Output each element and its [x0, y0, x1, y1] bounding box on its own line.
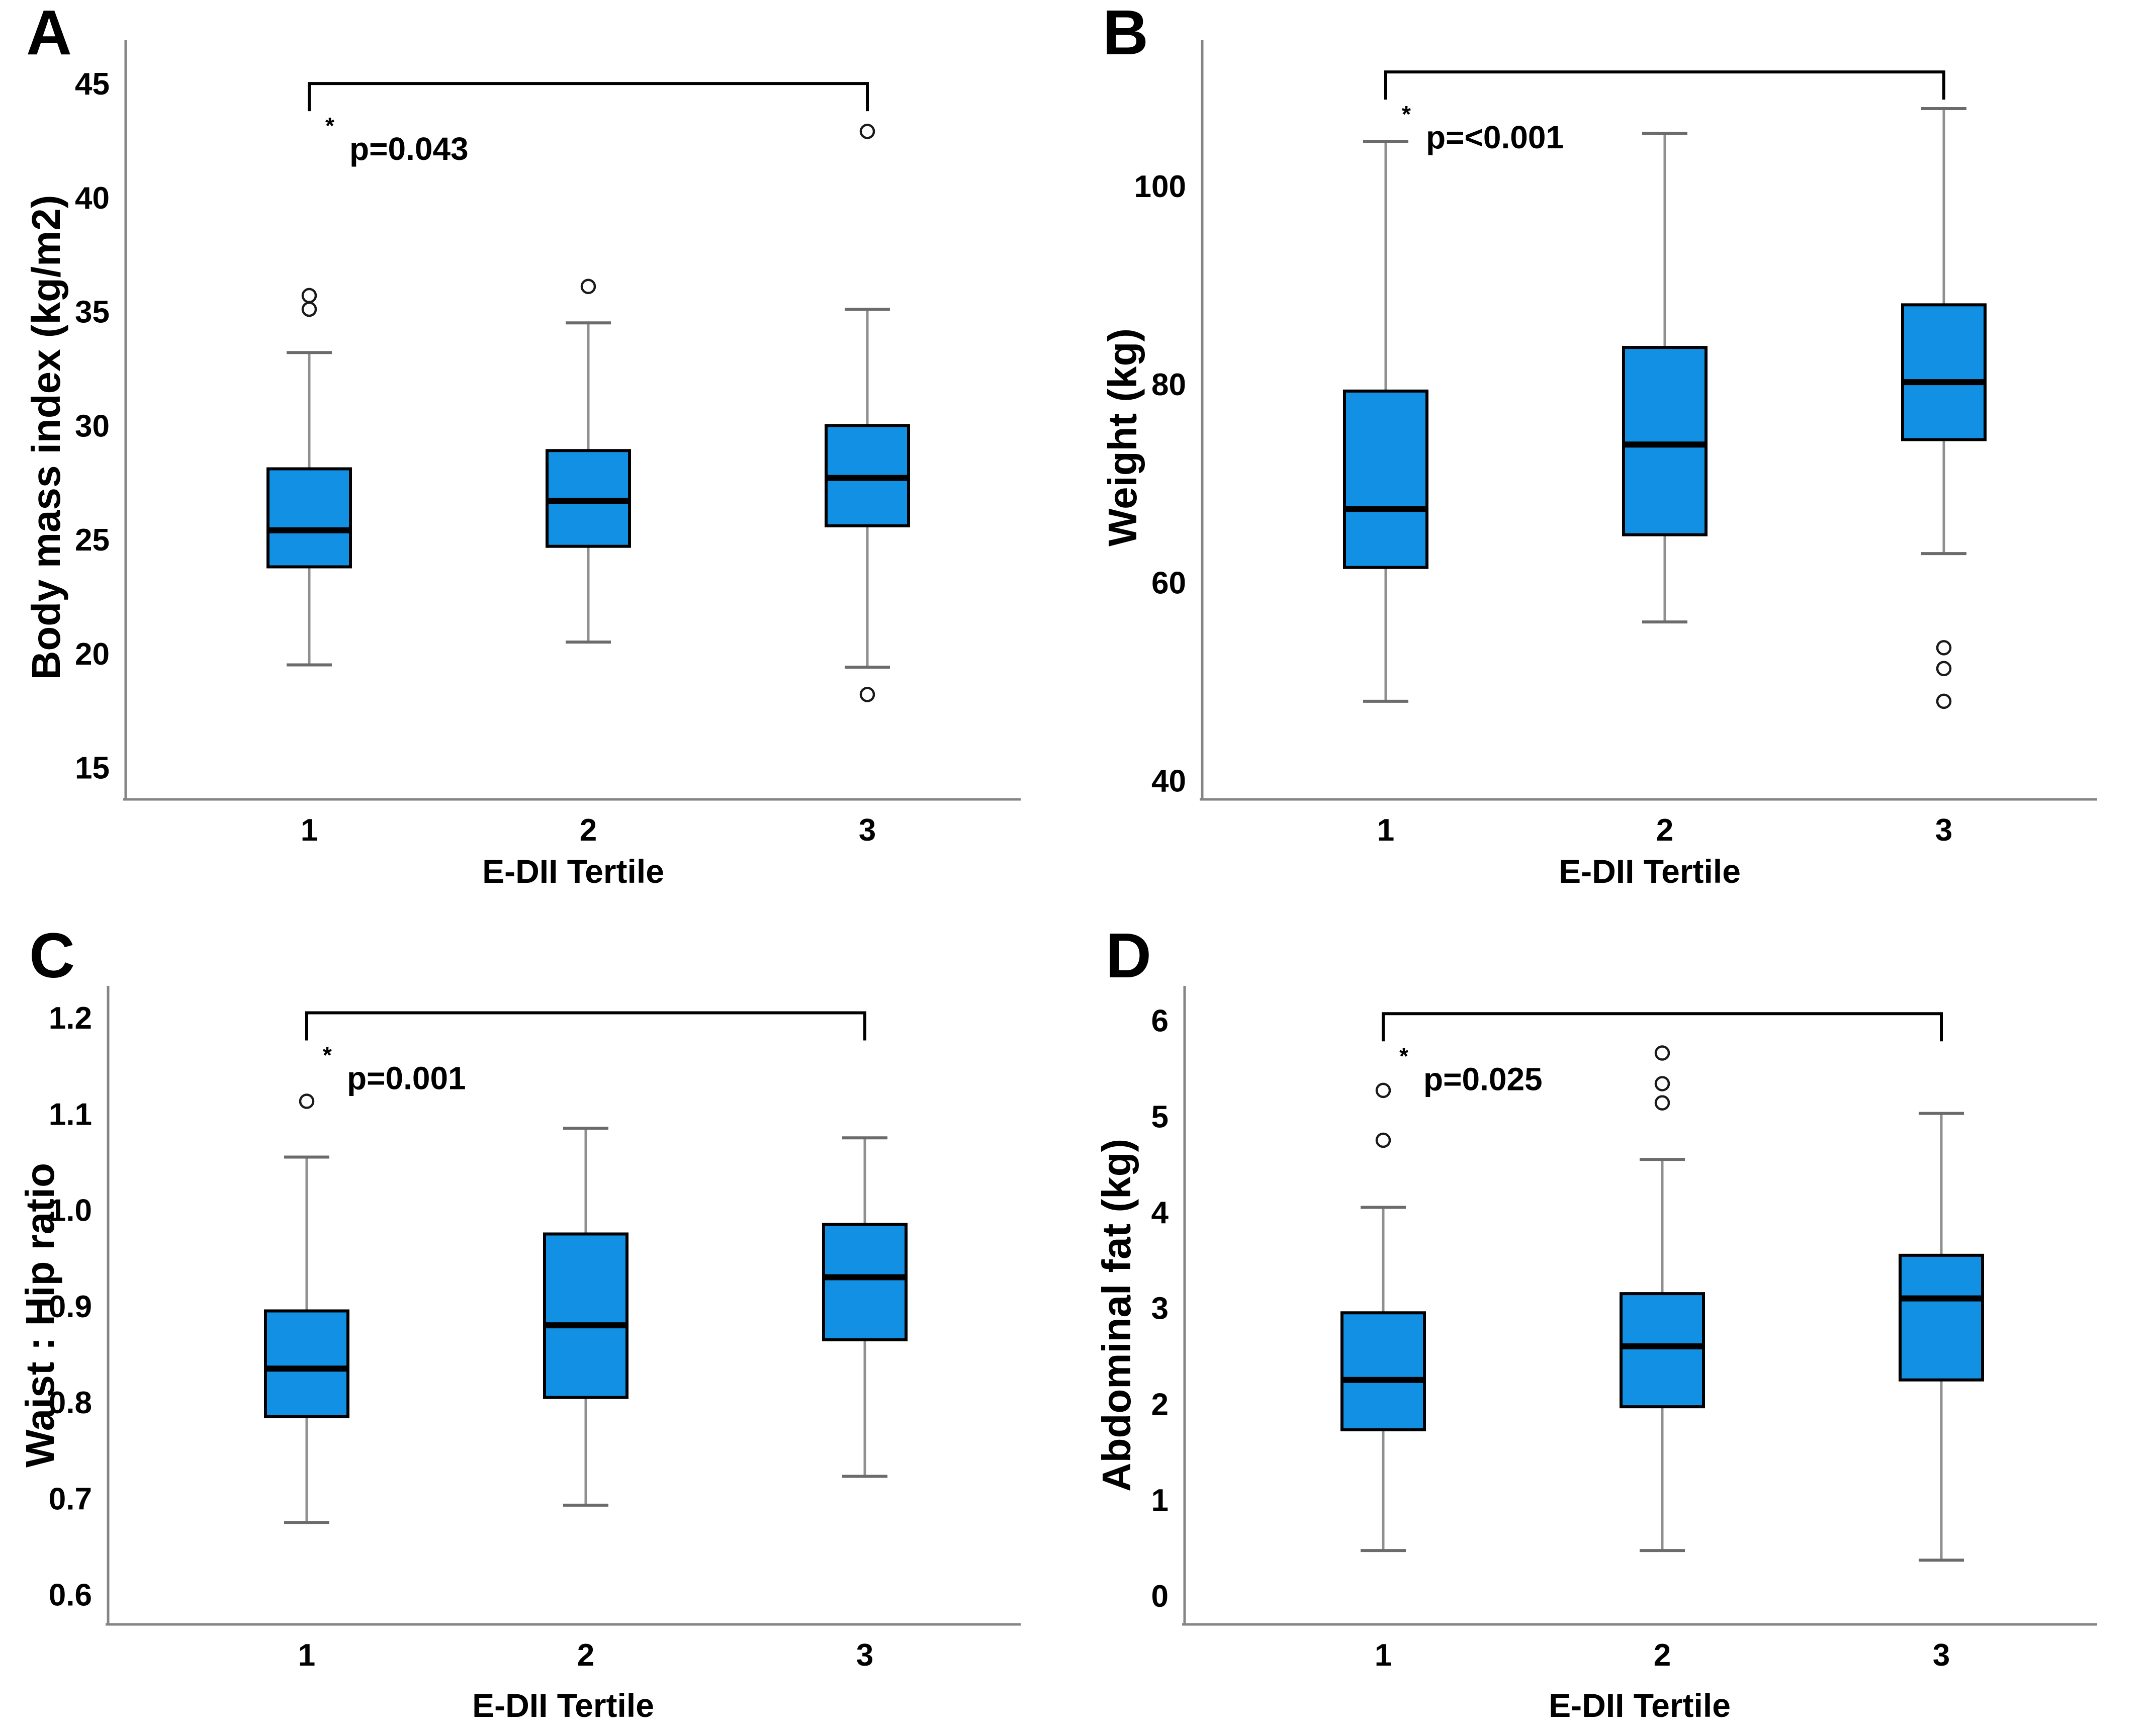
y-axis-title: Weight (kg): [1100, 328, 1145, 547]
outlier-point: [301, 288, 317, 304]
x-axis-title: E-DII Tertile: [482, 853, 664, 890]
boxplot-canvas-b: 40 60 80 100 1 2 3 * p=<0.001: [1134, 40, 2097, 848]
x-tick-label: 3: [859, 813, 876, 848]
y-tick-label: 0.7: [49, 1482, 92, 1516]
y-tick-label: 0.6: [49, 1578, 92, 1613]
significance-star: *: [325, 113, 334, 139]
outlier-point: [1936, 661, 1952, 677]
y-tick-label: 20: [75, 637, 110, 672]
x-tick-label: 1: [1377, 813, 1394, 848]
y-tick-label: 30: [75, 409, 110, 443]
x-tick-label: 2: [580, 813, 597, 848]
x-tick-label: 2: [1654, 1638, 1671, 1673]
x-tick-label: 1: [1375, 1638, 1392, 1673]
y-tick-label: 25: [75, 523, 110, 558]
outlier-point: [580, 279, 596, 294]
box-tertile-1: [1340, 1311, 1426, 1431]
significance-star: *: [1399, 1043, 1408, 1069]
significance-bracket: [308, 82, 869, 112]
x-tick-label: 2: [577, 1638, 594, 1673]
y-tick-label: 1.2: [49, 1001, 92, 1036]
box-tertile-2: [1620, 1292, 1705, 1409]
box-tertile-1: [264, 1309, 349, 1418]
y-axis-title: Body mass index (kg/m2): [24, 195, 68, 680]
box-tertile-2: [543, 1232, 629, 1399]
significance-bracket: [1382, 1012, 1943, 1042]
y-tick-label: 40: [75, 181, 110, 216]
box-tertile-3: [822, 1223, 908, 1341]
y-tick-label: 1.1: [49, 1097, 92, 1132]
x-axis-title: E-DII Tertile: [472, 1687, 654, 1724]
box-tertile-2: [1622, 346, 1708, 536]
x-tick-label: 3: [1935, 813, 1952, 848]
significance-bracket: [305, 1011, 866, 1041]
outlier-point: [1654, 1095, 1670, 1111]
outlier-point: [1936, 693, 1952, 709]
x-axis-title: E-DII Tertile: [1559, 853, 1741, 890]
y-axis-title: Abdominal fat (kg): [1094, 1138, 1139, 1492]
p-value-label: p=0.043: [349, 131, 469, 167]
p-value-label: p=0.025: [1423, 1061, 1543, 1097]
box-tertile-3: [1899, 1253, 1984, 1382]
y-tick-label: 40: [1151, 764, 1186, 799]
panel-letter: D: [1106, 920, 1151, 991]
y-tick-label: 1: [1151, 1483, 1169, 1518]
box-tertile-3: [1901, 303, 1987, 441]
outlier-point: [1654, 1076, 1670, 1091]
panel-letter: B: [1103, 0, 1148, 68]
x-tick-label: 1: [298, 1638, 315, 1673]
panel-letter: C: [29, 920, 75, 991]
p-value-label: p=<0.001: [1426, 119, 1564, 155]
y-tick-label: 100: [1134, 169, 1186, 204]
y-tick-label: 0.9: [49, 1290, 92, 1324]
boxplot-canvas-a: 15 20 25 30 35 40 45 1 2 3 * p=0.043: [75, 40, 1021, 848]
y-tick-label: 60: [1151, 566, 1186, 600]
panel-b: 40 60 80 100 1 2 3 * p=<0.001 B Weight (kg) E-DI…: [1076, 0, 2153, 890]
p-value-label: p=0.001: [347, 1060, 466, 1097]
y-axis-title: Waist : Hip ratio: [18, 1163, 62, 1468]
box-tertile-1: [266, 467, 352, 569]
outlier-point: [299, 1093, 315, 1109]
outlier-point: [859, 687, 875, 702]
y-tick-label: 80: [1151, 368, 1186, 402]
significance-star: *: [323, 1042, 332, 1068]
outlier-point: [1375, 1132, 1391, 1148]
y-tick-label: 1.0: [49, 1194, 92, 1228]
significance-bracket: [1384, 70, 1945, 100]
y-tick-label: 6: [1151, 1004, 1169, 1039]
x-tick-label: 1: [301, 813, 318, 848]
panel-d: 0 1 2 3 4 5 6 1 2 3 * p=0.025 D Abdominal fat (kg) …: [1076, 868, 2153, 1736]
significance-star: *: [1402, 101, 1411, 127]
outlier-point: [1654, 1045, 1670, 1061]
y-tick-label: 0: [1151, 1579, 1169, 1614]
outlier-point: [1936, 640, 1952, 656]
y-tick-label: 5: [1151, 1100, 1169, 1134]
panel-c: 0.6 0.7 0.8 0.9 1.0 1.1 1.2 1 2 3 * p=0.001 C Waist…: [0, 868, 1076, 1736]
y-tick-label: 4: [1151, 1196, 1169, 1230]
y-tick-label: 35: [75, 295, 110, 330]
outlier-point: [301, 301, 317, 317]
boxplot-canvas-c: 0.6 0.7 0.8 0.9 1.0 1.1 1.2 1 2 3 * p=0.001: [49, 986, 1021, 1673]
outlier-point: [859, 124, 875, 139]
x-tick-label: 3: [1933, 1638, 1950, 1673]
y-tick-label: 0.8: [49, 1386, 92, 1420]
y-tick-label: 45: [75, 67, 110, 102]
x-tick-label: 2: [1656, 813, 1673, 848]
panel-a: 15 20 25 30 35 40 45 1 2 3 * p=0.043 A Body mass in…: [0, 0, 1076, 890]
y-tick-label: 15: [75, 751, 110, 786]
x-tick-label: 3: [856, 1638, 873, 1673]
boxplot-canvas-d: 0 1 2 3 4 5 6 1 2 3 * p=0.025: [1151, 986, 2097, 1673]
box-tertile-1: [1343, 389, 1428, 569]
y-tick-label: 2: [1151, 1387, 1169, 1422]
y-tick-label: 3: [1151, 1292, 1169, 1326]
outlier-point: [1375, 1082, 1391, 1099]
x-axis-title: E-DII Tertile: [1549, 1687, 1731, 1724]
panel-letter: A: [26, 0, 72, 68]
